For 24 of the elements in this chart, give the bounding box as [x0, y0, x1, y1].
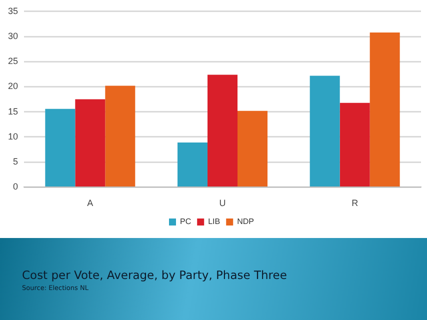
y-tick-label: 10 — [8, 131, 18, 142]
text: Cost per Vote, Average, by Party, Phase Three — [22, 268, 287, 282]
x-tick-label: R — [352, 198, 359, 208]
bar — [238, 110, 268, 186]
bar — [208, 74, 238, 186]
y-tick-label: 35 — [8, 6, 18, 16]
y-tick-label: 15 — [8, 106, 18, 116]
bar — [178, 142, 208, 186]
bar — [310, 76, 340, 186]
x-tick-label: A — [87, 198, 94, 208]
y-tick-label: 20 — [8, 81, 18, 92]
x-tick-label: U — [219, 198, 226, 208]
y-tick-label: 25 — [8, 56, 18, 66]
y-tick-label: 5 — [12, 156, 18, 167]
bar — [45, 108, 76, 186]
bar — [105, 86, 136, 186]
bar — [75, 99, 106, 186]
y-tick-label: 30 — [8, 31, 18, 41]
bar — [370, 32, 400, 186]
legend-label: NDP — [237, 217, 254, 226]
bar — [340, 102, 370, 186]
legend-label: LIB — [208, 217, 220, 226]
legend-label: PC — [180, 217, 192, 226]
y-tick-label: 0 — [12, 182, 18, 192]
